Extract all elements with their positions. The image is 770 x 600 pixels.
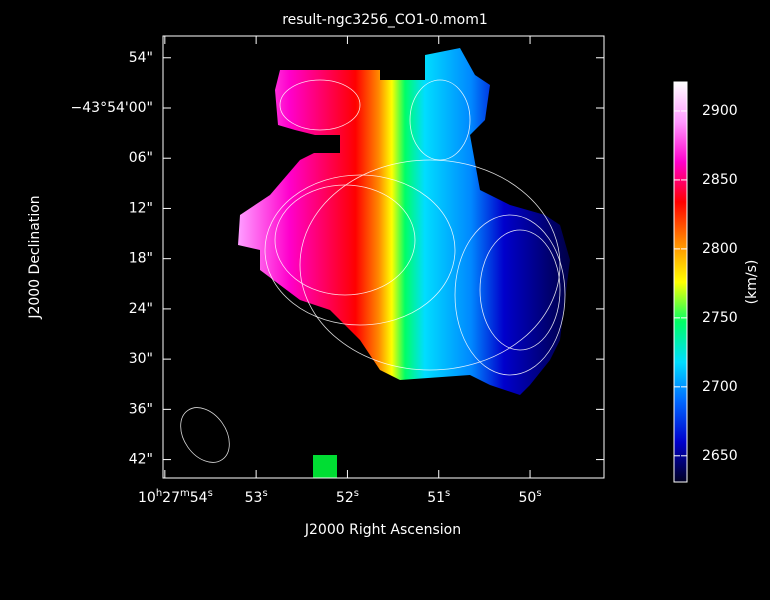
x-tick-label: 10h27m54s bbox=[138, 488, 213, 507]
x-tick-label: 50s bbox=[519, 488, 542, 507]
velocity-map bbox=[180, 48, 570, 478]
colorbar bbox=[673, 81, 688, 483]
colorbar-tick-label: 2700 bbox=[702, 379, 738, 395]
chart-title: result-ngc3256_CO1-0.mom1 bbox=[282, 12, 488, 28]
y-tick-label: 54" bbox=[129, 50, 153, 66]
colorbar-tick-label: 2750 bbox=[702, 310, 738, 326]
x-tick-label: 51s bbox=[427, 488, 450, 507]
plot-frame bbox=[162, 35, 605, 479]
beam bbox=[180, 407, 230, 463]
colorbar-tick-label: 2850 bbox=[702, 172, 738, 188]
y-tick-label: 12" bbox=[129, 200, 153, 216]
y-tick-label: −43°54'00" bbox=[71, 100, 153, 116]
y-tick-label: 06" bbox=[129, 150, 153, 166]
colorbar-tick-label: 2650 bbox=[702, 448, 738, 464]
colorbar-tick-label: 2800 bbox=[702, 241, 738, 257]
y-tick-label: 18" bbox=[129, 251, 153, 267]
colorbar-label: (km/s) bbox=[744, 260, 760, 305]
x-tick-label: 52s bbox=[336, 488, 359, 507]
x-axis-label: J2000 Right Ascension bbox=[304, 522, 461, 538]
y-tick-label: 36" bbox=[129, 401, 153, 417]
x-tick-label: 53s bbox=[245, 488, 268, 507]
y-tick-label: 42" bbox=[129, 452, 153, 468]
y-axis-label: J2000 Declination bbox=[27, 195, 43, 319]
y-tick-label: 30" bbox=[129, 351, 153, 367]
y-tick-label: 24" bbox=[129, 301, 153, 317]
colorbar-tick-label: 2900 bbox=[702, 103, 738, 119]
